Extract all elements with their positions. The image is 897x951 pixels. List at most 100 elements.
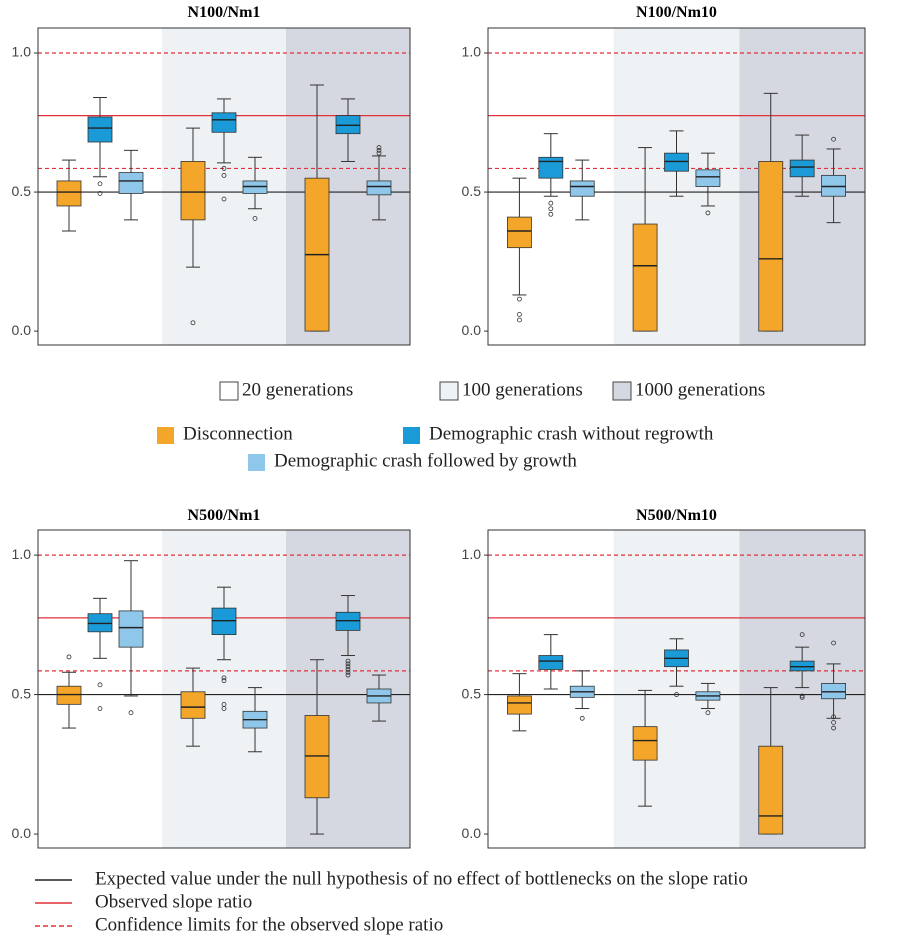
outlier xyxy=(376,150,382,156)
outlier xyxy=(66,654,72,660)
legend-label: 20 generations xyxy=(242,379,353,400)
period-band xyxy=(613,530,740,848)
legend-swatch xyxy=(157,427,174,444)
outlier xyxy=(97,706,103,711)
outlier xyxy=(705,710,711,716)
y-tick-label: 0.5 xyxy=(12,183,32,199)
box xyxy=(758,161,784,332)
plot-frame xyxy=(487,529,866,849)
y-tick-label: 0.0 xyxy=(12,322,32,338)
outlier xyxy=(128,710,134,716)
outlier xyxy=(345,667,351,672)
box xyxy=(118,610,144,648)
box xyxy=(180,691,206,719)
outlier xyxy=(221,196,227,202)
outlier xyxy=(799,693,805,699)
box xyxy=(632,223,658,332)
outlier xyxy=(517,317,522,323)
box xyxy=(569,180,595,197)
panel-title: N500/Nm10 xyxy=(636,507,717,524)
box xyxy=(789,159,815,178)
box xyxy=(366,180,392,196)
outlier xyxy=(190,320,196,326)
legend-label: 100 generations xyxy=(462,379,583,400)
outlier xyxy=(97,181,103,187)
period-band xyxy=(162,530,286,848)
period-band xyxy=(739,530,865,848)
outlier xyxy=(831,714,836,720)
outlier xyxy=(376,147,382,153)
outlier xyxy=(674,692,679,697)
outlier xyxy=(345,669,351,675)
panel-title: N500/Nm1 xyxy=(188,507,261,524)
outlier xyxy=(221,678,227,684)
y-tick-label: 0.0 xyxy=(462,322,482,338)
legend-label: Observed slope ratio xyxy=(95,891,252,912)
legend-label: 1000 generations xyxy=(635,379,765,400)
outlier xyxy=(376,145,382,150)
legend-label: Expected value under the null hypothesis… xyxy=(95,868,748,889)
outlier xyxy=(97,682,103,688)
outlier xyxy=(548,211,554,217)
box xyxy=(180,161,206,221)
box xyxy=(538,655,564,670)
y-tick-label: 0.0 xyxy=(462,825,482,841)
y-tick-label: 0.5 xyxy=(462,685,482,701)
outlier xyxy=(517,296,522,302)
outlier xyxy=(97,191,103,196)
legend-swatch xyxy=(219,381,239,401)
y-tick-label: 0.0 xyxy=(12,825,32,841)
legend-label: Demographic crash without regrowth xyxy=(429,423,714,444)
box xyxy=(87,116,113,143)
outlier xyxy=(831,640,836,646)
plot-frame xyxy=(37,529,411,849)
panel-title: N100/Nm1 xyxy=(188,4,261,21)
outlier xyxy=(252,216,258,221)
box xyxy=(56,180,82,207)
period-band xyxy=(38,530,162,848)
outlier xyxy=(345,664,351,670)
plot-frame xyxy=(487,27,866,346)
outlier xyxy=(799,694,805,700)
legend-label: Confidence limits for the observed slope… xyxy=(95,914,443,935)
box xyxy=(507,695,532,715)
y-tick-label: 0.5 xyxy=(12,685,32,701)
legend-swatch xyxy=(403,427,420,444)
outlier xyxy=(831,720,836,725)
outlier xyxy=(517,312,522,317)
outlier xyxy=(221,172,227,178)
outlier xyxy=(548,200,554,206)
y-tick-label: 1.0 xyxy=(462,44,482,60)
outlier xyxy=(221,166,227,171)
box xyxy=(118,172,144,194)
outlier xyxy=(345,661,351,667)
legend-swatch xyxy=(439,381,459,401)
plot-frame xyxy=(37,27,411,346)
outlier xyxy=(579,715,585,721)
legend-swatch xyxy=(248,454,265,471)
box xyxy=(507,216,532,249)
box xyxy=(695,169,721,187)
box xyxy=(758,745,784,835)
outlier xyxy=(345,658,351,664)
outlier xyxy=(799,632,805,638)
outlier xyxy=(221,675,227,681)
box xyxy=(538,156,564,179)
y-tick-label: 1.0 xyxy=(462,546,482,562)
outlier xyxy=(221,706,227,711)
outlier xyxy=(831,725,836,731)
y-tick-label: 1.0 xyxy=(12,44,32,60)
legend-swatch xyxy=(612,381,632,401)
outlier xyxy=(705,210,711,216)
y-tick-label: 1.0 xyxy=(12,546,32,562)
y-tick-label: 0.5 xyxy=(462,183,482,199)
box xyxy=(632,726,658,761)
panel-title: N100/Nm10 xyxy=(636,4,717,21)
outlier xyxy=(831,136,836,142)
outlier xyxy=(345,672,351,678)
legend-label: Disconnection xyxy=(183,423,293,444)
outlier xyxy=(548,206,554,212)
box xyxy=(211,112,237,133)
legend-label: Demographic crash followed by growth xyxy=(274,450,577,471)
